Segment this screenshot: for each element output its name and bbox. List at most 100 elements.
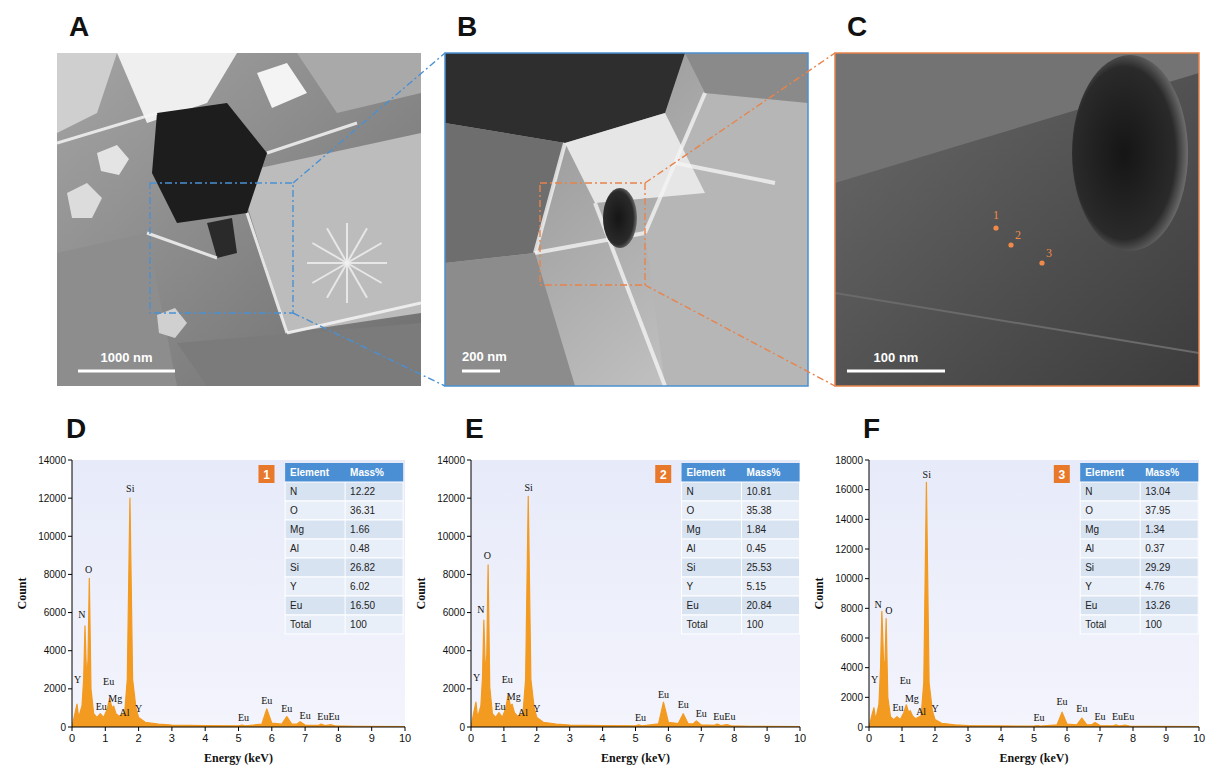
table-row [285, 615, 403, 634]
peak-label: Eu [238, 712, 249, 723]
y-tick [865, 638, 869, 639]
x-tick [734, 727, 735, 731]
y-tick-label: 4000 [841, 662, 864, 673]
y-tick [467, 688, 471, 689]
y-tick-label: 12000 [38, 493, 66, 504]
table-rule [1140, 482, 1141, 501]
table-cell: 36.31 [350, 505, 375, 516]
micrograph-overlay: 1000 nm [78, 350, 175, 371]
x-tick [271, 727, 272, 731]
micrograph-overlay: 200 nm [445, 53, 808, 386]
scale-bar [78, 370, 175, 373]
table-row [1080, 615, 1198, 634]
x-tick [305, 727, 306, 731]
table-header [1080, 463, 1198, 482]
table-cell: Eu [1085, 600, 1097, 611]
x-tick [238, 727, 239, 731]
y-tick-label: 16000 [835, 484, 863, 495]
table-rule [345, 596, 346, 615]
x-tick-label: 7 [1097, 732, 1103, 744]
table-rule [345, 558, 346, 577]
spectrum-group [72, 498, 405, 727]
peak-label: Y [931, 703, 938, 714]
peak-label: Y [473, 672, 480, 683]
table-cell: N [687, 486, 694, 497]
badge-label: 3 [1058, 468, 1065, 482]
x-tick-label: 7 [698, 732, 704, 744]
table-head: Mass% [1145, 467, 1179, 478]
grain [565, 113, 705, 203]
table-cell: Si [1085, 562, 1094, 573]
table-cell: 4.76 [1145, 581, 1165, 592]
peak-label: EuEu [713, 711, 735, 722]
grain [445, 253, 575, 386]
table-row [682, 577, 800, 596]
x-tick [1100, 727, 1101, 731]
x-tick-label: 1 [501, 732, 507, 744]
x-axis-title: Energy (keV) [601, 751, 670, 765]
table-head: Element [290, 467, 330, 478]
peak-label: Eu [96, 701, 107, 712]
badge [655, 465, 671, 483]
y-tick [68, 574, 72, 575]
spectrum-group [869, 482, 1199, 727]
scale-label: 1000 nm [100, 350, 152, 365]
x-tick-label: 9 [1163, 732, 1169, 744]
x-tick [205, 727, 206, 731]
grain [297, 53, 421, 113]
table-cell: 5.15 [747, 581, 767, 592]
x-tick-label: 4 [202, 732, 208, 744]
table-row [682, 501, 800, 520]
table-cell: Y [290, 581, 297, 592]
y-tick-label: 0 [857, 722, 863, 733]
x-tick-label: 9 [764, 732, 770, 744]
x-tick [1166, 727, 1167, 731]
table-cell: Eu [290, 600, 302, 611]
y-tick [68, 536, 72, 537]
table-row [285, 539, 403, 558]
x-tick-label: 2 [136, 732, 142, 744]
x-tick [767, 727, 768, 731]
y-tick [865, 667, 869, 668]
eds-point [1039, 260, 1044, 265]
table-cell: 20.84 [747, 600, 772, 611]
x-tick-label: 10 [1193, 732, 1205, 744]
x-tick [1067, 727, 1068, 731]
y-tick [467, 612, 471, 613]
table-cell: Total [290, 619, 311, 630]
table-cell: 0.45 [747, 543, 767, 554]
y-tick-label: 2000 [443, 683, 466, 694]
table-header [285, 463, 403, 482]
peak-label: N [875, 599, 882, 610]
y-tick [865, 727, 869, 728]
x-tick-label: 9 [369, 732, 375, 744]
y-tick-label: 2000 [44, 683, 67, 694]
table-cell: Mg [687, 524, 701, 535]
table-cell: Total [687, 619, 708, 630]
peak-label: Eu [1056, 696, 1067, 707]
grain [152, 103, 267, 223]
micrograph [835, 53, 1199, 386]
table-row [285, 520, 403, 539]
peak-label: EuEu [1112, 711, 1134, 722]
grain-edge [147, 233, 217, 258]
x-tick-label: 0 [69, 732, 75, 744]
table-header [682, 463, 800, 482]
x-tick-label: 3 [169, 732, 175, 744]
table-cell: 26.82 [350, 562, 375, 573]
y-tick [865, 519, 869, 520]
zoom-box [150, 183, 293, 313]
y-tick-label: 10000 [835, 573, 863, 584]
table-row [1080, 577, 1198, 596]
grain-edge [346, 263, 348, 303]
y-tick-label: 10000 [38, 531, 66, 542]
table-cell: Mg [1085, 524, 1099, 535]
table-row [1080, 596, 1198, 615]
table-row [1080, 482, 1198, 501]
y-tick [467, 650, 471, 651]
table-row [285, 596, 403, 615]
table-cell: 13.26 [1145, 600, 1170, 611]
x-tick [701, 727, 702, 731]
peak-label: Eu [1094, 711, 1105, 722]
panel-border [835, 53, 1199, 386]
